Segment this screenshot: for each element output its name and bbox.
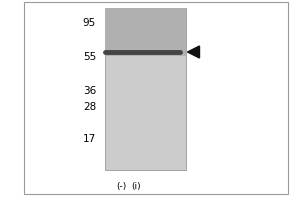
Bar xyxy=(105,8,186,56)
Bar xyxy=(24,2,288,194)
Text: 95: 95 xyxy=(83,18,96,28)
Text: 55: 55 xyxy=(83,52,96,62)
Text: (-): (-) xyxy=(116,182,127,191)
Text: 17: 17 xyxy=(83,134,96,144)
Text: 28: 28 xyxy=(83,102,96,112)
Polygon shape xyxy=(188,46,200,58)
Bar xyxy=(105,8,186,170)
Text: 36: 36 xyxy=(83,86,96,96)
Text: (i): (i) xyxy=(132,182,141,191)
